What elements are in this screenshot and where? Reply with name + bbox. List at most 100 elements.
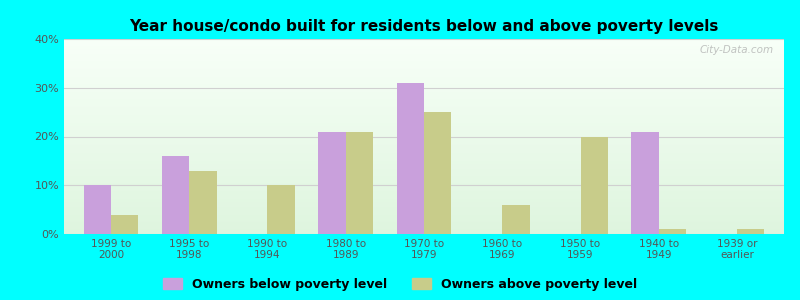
Bar xyxy=(64,77,784,78)
Bar xyxy=(64,178,784,179)
Bar xyxy=(658,229,686,234)
Bar xyxy=(64,103,784,104)
Bar xyxy=(64,167,784,168)
Bar xyxy=(64,196,784,197)
Bar xyxy=(64,227,784,228)
Bar xyxy=(64,63,784,64)
Bar xyxy=(64,67,784,68)
Bar xyxy=(64,69,784,70)
Bar xyxy=(64,47,784,48)
Bar xyxy=(318,132,346,234)
Bar xyxy=(64,97,784,98)
Bar xyxy=(64,207,784,208)
Bar xyxy=(346,132,373,234)
Bar xyxy=(64,65,784,66)
Bar xyxy=(64,91,784,92)
Bar xyxy=(64,220,784,221)
Bar xyxy=(64,55,784,56)
Bar xyxy=(64,115,784,116)
Bar xyxy=(64,154,784,155)
Bar xyxy=(64,105,784,106)
Bar xyxy=(64,123,784,124)
Bar xyxy=(581,136,608,234)
Bar xyxy=(64,189,784,190)
Bar xyxy=(64,41,784,42)
Bar xyxy=(64,182,784,183)
Bar xyxy=(64,68,784,69)
Bar xyxy=(64,156,784,157)
Bar xyxy=(64,110,784,111)
Bar xyxy=(64,83,784,84)
Bar xyxy=(64,128,784,129)
Bar xyxy=(64,129,784,130)
Bar xyxy=(64,202,784,203)
Bar xyxy=(64,66,784,67)
Bar xyxy=(64,122,784,123)
Legend: Owners below poverty level, Owners above poverty level: Owners below poverty level, Owners above… xyxy=(163,278,637,291)
Bar xyxy=(64,225,784,226)
Bar xyxy=(64,109,784,110)
Bar xyxy=(64,108,784,109)
Bar xyxy=(64,152,784,153)
Bar xyxy=(64,40,784,41)
Bar xyxy=(64,141,784,142)
Bar xyxy=(64,199,784,200)
Bar xyxy=(64,60,784,62)
Bar xyxy=(64,158,784,159)
Bar xyxy=(64,64,784,65)
Bar xyxy=(64,173,784,175)
Bar xyxy=(64,117,784,118)
Bar xyxy=(64,131,784,132)
Bar xyxy=(631,132,658,234)
Bar xyxy=(64,143,784,144)
Bar xyxy=(64,125,784,126)
Bar xyxy=(64,230,784,231)
Bar xyxy=(64,127,784,128)
Bar xyxy=(64,62,784,63)
Bar xyxy=(64,85,784,86)
Bar xyxy=(64,89,784,90)
Bar xyxy=(64,187,784,188)
Bar xyxy=(64,81,784,82)
Bar xyxy=(64,99,784,101)
Bar xyxy=(64,134,784,136)
Bar xyxy=(64,101,784,102)
Bar xyxy=(64,228,784,229)
Bar xyxy=(64,157,784,158)
Bar xyxy=(64,172,784,173)
Bar xyxy=(64,88,784,89)
Bar xyxy=(64,203,784,204)
Bar xyxy=(267,185,295,234)
Bar xyxy=(190,171,217,234)
Bar xyxy=(64,198,784,199)
Bar xyxy=(111,214,138,234)
Bar xyxy=(64,116,784,117)
Bar xyxy=(64,200,784,201)
Bar xyxy=(64,146,784,147)
Bar xyxy=(64,71,784,72)
Bar xyxy=(64,106,784,107)
Bar xyxy=(64,150,784,151)
Bar xyxy=(64,204,784,205)
Bar xyxy=(64,222,784,223)
Bar xyxy=(737,229,765,234)
Bar xyxy=(64,59,784,60)
Bar xyxy=(64,93,784,94)
Bar xyxy=(64,159,784,160)
Bar xyxy=(64,175,784,176)
Bar xyxy=(64,147,784,148)
Bar xyxy=(64,48,784,49)
Bar xyxy=(64,214,784,215)
Bar xyxy=(64,130,784,131)
Bar xyxy=(64,215,784,216)
Bar xyxy=(64,145,784,146)
Bar xyxy=(64,155,784,156)
Bar xyxy=(64,114,784,115)
Bar xyxy=(64,132,784,133)
Bar xyxy=(83,185,111,234)
Bar xyxy=(64,153,784,154)
Bar xyxy=(64,201,784,202)
Bar xyxy=(64,49,784,50)
Bar xyxy=(64,98,784,99)
Bar xyxy=(64,210,784,211)
